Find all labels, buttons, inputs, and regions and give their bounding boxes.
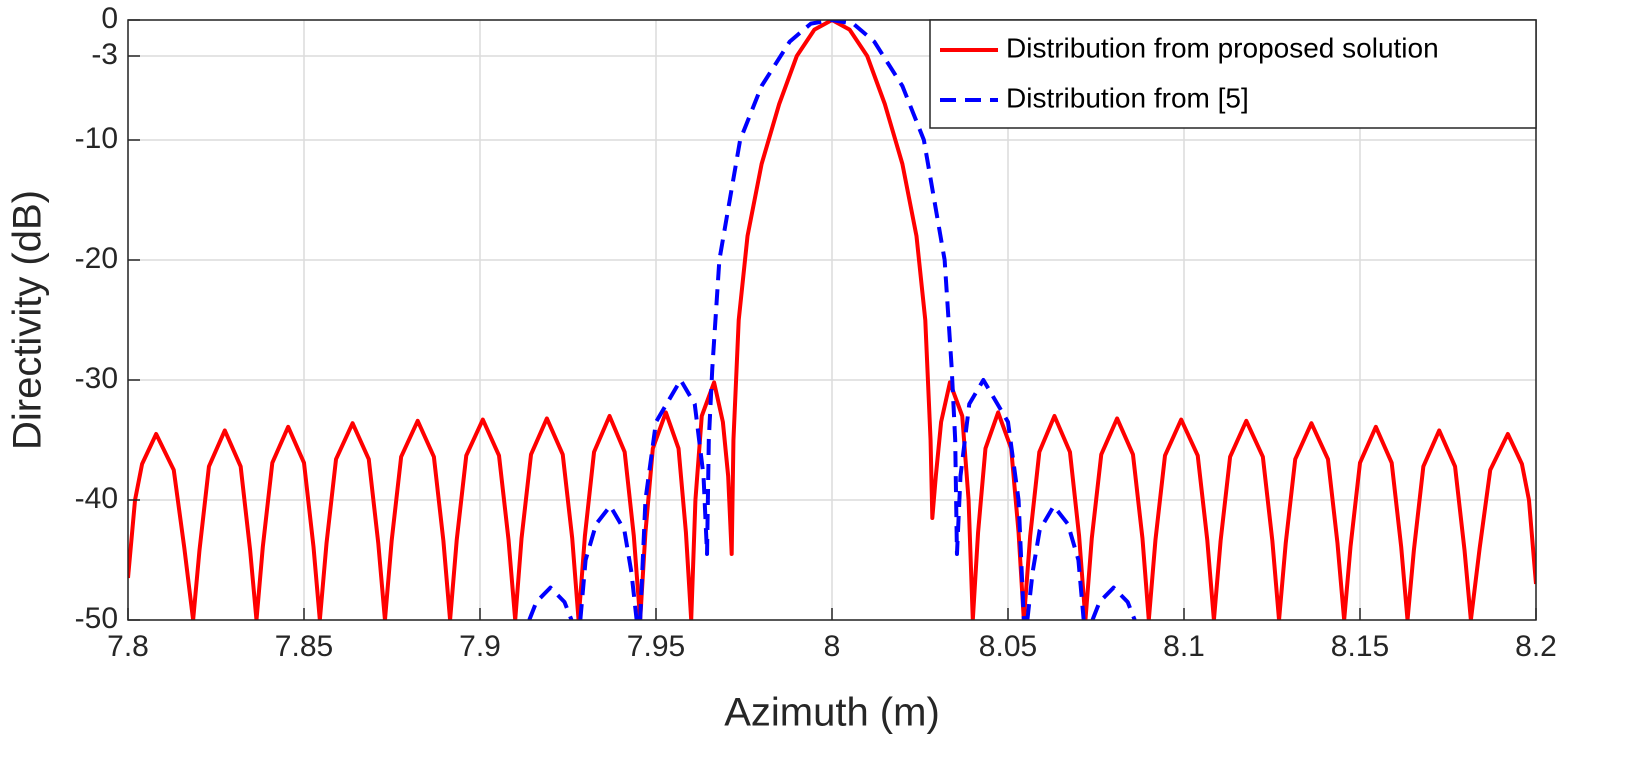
x-axis-label: Azimuth (m): [724, 691, 940, 735]
lines: [128, 20, 1536, 620]
ticks: 7.8 7.85 7.9 7.95 8 8.05 8.1 8.15 8.2 -50 -40 -30 -2…: [75, 2, 1557, 663]
x-tick-label: 7.85: [275, 630, 333, 663]
y-tick-label: 0: [101, 2, 118, 35]
x-tick-label: 8.15: [1331, 630, 1389, 663]
legend-label: Distribution from [5]: [1006, 82, 1249, 113]
y-tick-label: -50: [75, 602, 118, 635]
x-tick-label: 8.1: [1163, 630, 1205, 663]
x-tick-label: 7.95: [627, 630, 685, 663]
legend-label: Distribution from proposed solution: [1006, 32, 1439, 63]
y-tick-label: -20: [75, 242, 118, 275]
x-tick-label: 8.2: [1515, 630, 1557, 663]
y-tick-label: -10: [75, 122, 118, 155]
y-tick-label: -30: [75, 362, 118, 395]
x-tick-label: 7.9: [459, 630, 501, 663]
legend-box: [929, 19, 1537, 129]
x-tick-label: 8.05: [979, 630, 1037, 663]
legend: Distribution from proposed solution Distr…: [929, 19, 1537, 129]
y-axis-label: Directivity (dB): [6, 190, 50, 450]
x-tick-label: 7.8: [107, 630, 149, 663]
y-tick-label: -40: [75, 482, 118, 515]
series-line: [527, 20, 1137, 620]
series-line: [128, 20, 1536, 620]
y-tick-label: -3: [91, 38, 118, 71]
x-tick-label: 8: [824, 630, 841, 663]
